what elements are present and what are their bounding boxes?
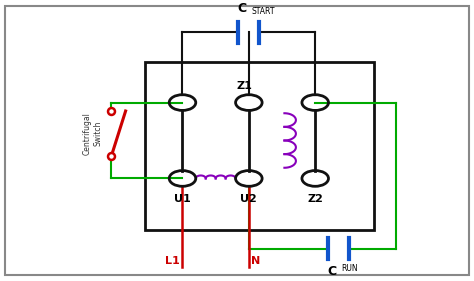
Text: ELECTRICAL: ELECTRICAL	[177, 137, 297, 155]
Text: Z1: Z1	[236, 81, 252, 91]
Text: START: START	[251, 7, 275, 16]
Text: C: C	[237, 3, 246, 15]
Text: Z2: Z2	[307, 194, 323, 204]
Text: L1: L1	[165, 256, 180, 266]
Text: U1: U1	[174, 194, 191, 204]
Text: WIRA: WIRA	[195, 98, 279, 126]
Text: Centrifugal
Switch: Centrifugal Switch	[83, 112, 102, 155]
FancyBboxPatch shape	[145, 62, 374, 230]
Text: C: C	[328, 265, 337, 278]
Text: U2: U2	[240, 194, 257, 204]
Text: RUN: RUN	[341, 264, 358, 273]
Text: N: N	[251, 256, 261, 266]
FancyBboxPatch shape	[5, 6, 469, 275]
